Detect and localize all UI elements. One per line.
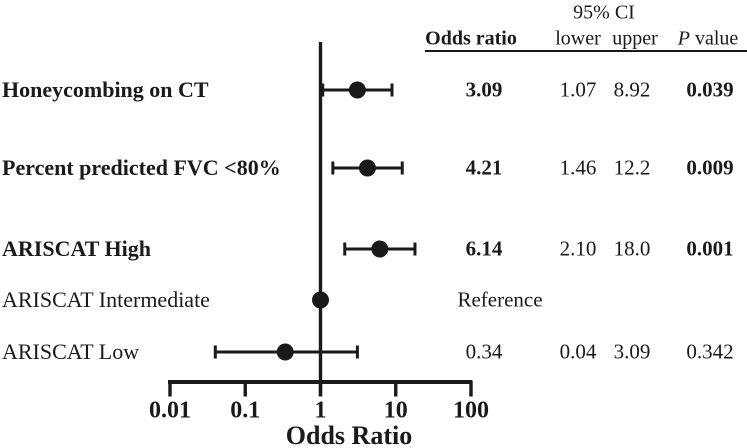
- value-odds-ratio: 3.09: [465, 77, 503, 102]
- value-odds-ratio: 4.21: [465, 155, 503, 180]
- value-ci-upper: 3.09: [613, 339, 651, 364]
- value-odds-ratio: Reference: [457, 287, 543, 312]
- value-odds-ratio: 0.34: [465, 339, 503, 364]
- row-label: ARISCAT Intermediate: [2, 287, 210, 312]
- x-tick-label: 100: [453, 397, 489, 424]
- or-point: [348, 81, 366, 99]
- or-point: [371, 240, 389, 258]
- or-point: [358, 159, 376, 177]
- value-odds-ratio: 6.14: [465, 236, 503, 261]
- value-ci-upper: 18.0: [613, 236, 651, 261]
- value-ci-lower: 1.46: [559, 155, 597, 180]
- value-ci-lower: 2.10: [559, 236, 597, 261]
- value-ci-lower: 1.07: [559, 77, 597, 102]
- ci-group-header: 95% CI: [573, 1, 635, 24]
- row-label: ARISCAT Low: [2, 339, 140, 364]
- value-ci-upper: 8.92: [613, 77, 651, 102]
- x-tick-label: 1: [314, 397, 327, 424]
- x-tick-label: 0.1: [230, 397, 261, 424]
- ci-lower-column-header: lower: [555, 27, 601, 50]
- p-value-header-symbol: P: [677, 27, 690, 50]
- ci-upper-column-header: upper: [612, 27, 658, 50]
- or-point: [312, 291, 329, 309]
- odds-ratio-column-header: Odds ratio: [425, 27, 517, 50]
- row-label: ARISCAT High: [2, 236, 151, 261]
- row-label: Honeycombing on CT: [2, 77, 209, 102]
- value-ci-upper: 12.2: [613, 155, 651, 180]
- value-p: 0.009: [686, 155, 734, 180]
- value-p: 0.342: [686, 339, 734, 364]
- or-point: [276, 343, 294, 361]
- p-value-header-word: value: [694, 27, 739, 50]
- p-value-column-header: P value: [678, 28, 739, 51]
- value-p: 0.039: [686, 77, 734, 102]
- value-ci-lower: 0.04: [559, 339, 597, 364]
- x-tick-label: 10: [383, 397, 408, 424]
- value-p: 0.001: [686, 236, 734, 261]
- table-header-rule: [425, 50, 747, 52]
- row-label: Percent predicted FVC <80%: [2, 155, 281, 180]
- x-axis-title: Odds Ratio: [285, 421, 413, 448]
- x-tick-label: 0.01: [149, 397, 191, 424]
